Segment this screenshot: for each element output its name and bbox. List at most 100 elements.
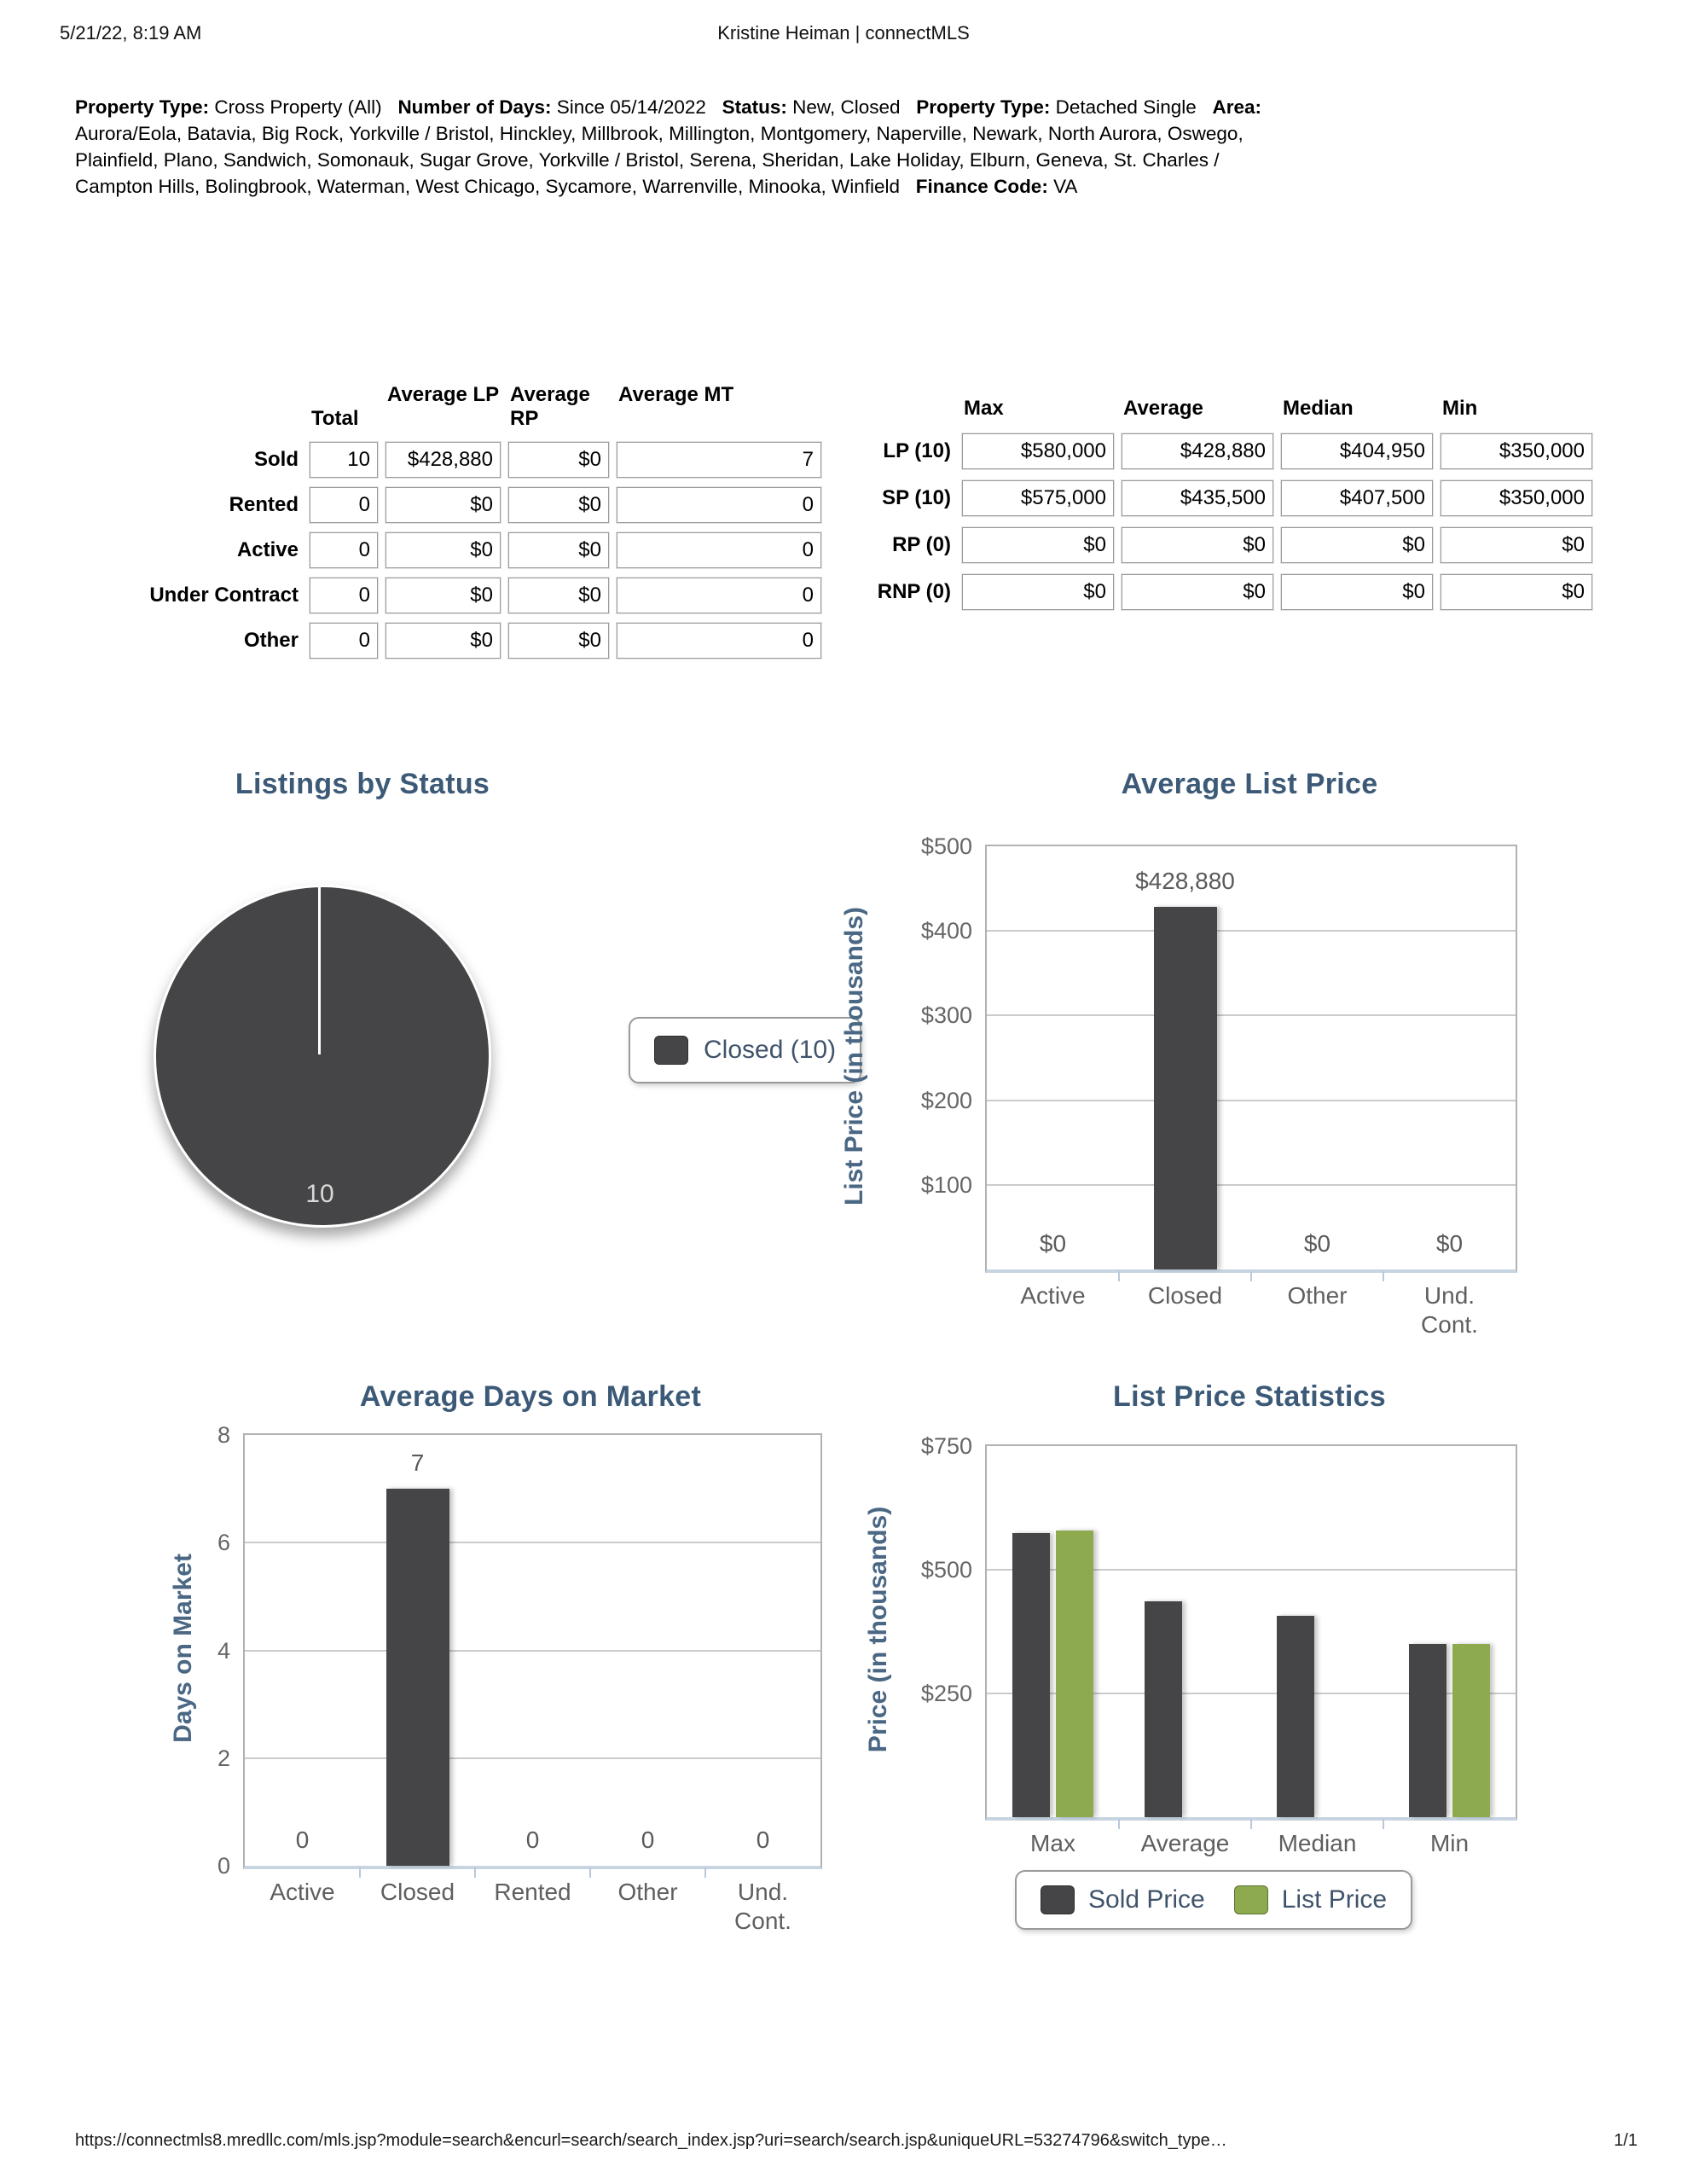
pie-slice-separator bbox=[318, 887, 321, 1054]
pie-legend: Closed (10) bbox=[629, 1017, 862, 1083]
bar-value-label: 7 bbox=[410, 1449, 425, 1477]
value-cell: $428,880 bbox=[385, 441, 501, 479]
row-label: Under Contract bbox=[149, 584, 299, 607]
value-cell: 0 bbox=[309, 531, 379, 569]
value-cell: $0 bbox=[507, 577, 610, 614]
x-tick-mark bbox=[589, 1867, 591, 1878]
value-cell: $0 bbox=[385, 531, 501, 569]
criteria-label: Property Type: bbox=[75, 96, 210, 118]
bar-value-label: $428,880 bbox=[1135, 867, 1235, 894]
search-criteria: Property Type: Cross Property (All) Numb… bbox=[75, 96, 1262, 197]
gridline bbox=[245, 1757, 820, 1759]
pie-slice-value-label: 10 bbox=[305, 1180, 334, 1208]
list-price-statistics-chart: $250 $500 $750 Max Average Median Min bbox=[921, 1433, 1517, 1856]
x-category-label: Rented bbox=[494, 1879, 571, 1905]
x-category-label: Closed bbox=[380, 1879, 455, 1905]
x-category-label: Max bbox=[1030, 1830, 1075, 1856]
bar-median-sold-price bbox=[1277, 1615, 1314, 1817]
column-header: Total bbox=[311, 407, 359, 430]
bar-value-label: 0 bbox=[295, 1827, 310, 1853]
x-tick-mark bbox=[1118, 1271, 1120, 1281]
value-cell: $0 bbox=[961, 526, 1115, 564]
legend-item-sold-price: Sold Price bbox=[1041, 1885, 1205, 1914]
row-label: Rented bbox=[229, 493, 299, 516]
x-category-label: Und. Cont. bbox=[734, 1879, 791, 1934]
table-row: RNP (0) $0 $0 $0 $0 bbox=[844, 573, 1593, 611]
value-cell: $0 bbox=[507, 622, 610, 659]
gridline bbox=[987, 1014, 1516, 1017]
x-tick-mark bbox=[1383, 1271, 1384, 1281]
bar-min-list-price bbox=[1452, 1644, 1490, 1817]
gridline bbox=[987, 1693, 1516, 1694]
x-tick-mark bbox=[1118, 1819, 1120, 1829]
value-cell: 0 bbox=[309, 486, 379, 524]
bar-value-label: 0 bbox=[525, 1827, 540, 1853]
x-category-label: Other bbox=[1287, 1282, 1348, 1309]
y-tick-label: 6 bbox=[217, 1530, 230, 1556]
gridline bbox=[987, 1099, 1516, 1101]
row-label: Sold bbox=[254, 448, 299, 471]
gridline bbox=[987, 1569, 1516, 1571]
avg-list-price-title: Average List Price bbox=[1121, 768, 1378, 800]
gridline bbox=[245, 1542, 820, 1544]
avg-days-title: Average Days on Market bbox=[359, 1380, 702, 1413]
list-price-label: List Price bbox=[1281, 1885, 1388, 1914]
x-tick-mark bbox=[474, 1867, 476, 1878]
value-cell: $580,000 bbox=[961, 433, 1115, 470]
avg-list-price-chart: $100 $200 $300 $400 $500 $0 Active $428,880 Clos… bbox=[921, 834, 1517, 1338]
y-tick-label: 0 bbox=[217, 1853, 230, 1879]
x-category-label: Active bbox=[1020, 1282, 1086, 1309]
x-tick-mark bbox=[1250, 1271, 1252, 1281]
list-price-stats-ylabel: Price (in thousands) bbox=[864, 1506, 892, 1753]
bar-value-label: $0 bbox=[1435, 1230, 1464, 1257]
y-tick-label: $750 bbox=[920, 1433, 972, 1459]
row-label: RNP (0) bbox=[877, 580, 951, 603]
x-tick-mark bbox=[704, 1867, 706, 1878]
value-cell: $0 bbox=[1121, 573, 1274, 611]
value-cell: $435,500 bbox=[1121, 479, 1274, 517]
status-summary-table: Total Average LP Average RP Average MT Sold 1… bbox=[81, 374, 829, 668]
bar-value-label: 0 bbox=[756, 1827, 770, 1853]
table-row: Other 0 $0 $0 0 bbox=[89, 622, 822, 659]
column-header: Average bbox=[1123, 397, 1203, 420]
value-cell: 0 bbox=[616, 577, 822, 614]
closed-legend-label: Closed (10) bbox=[704, 1036, 837, 1064]
y-tick-label: 4 bbox=[217, 1637, 230, 1664]
bar-max-list-price bbox=[1056, 1530, 1093, 1817]
x-category-label: Other bbox=[617, 1879, 678, 1905]
value-cell: $407,500 bbox=[1280, 479, 1434, 517]
table-row: SP (10) $575,000 $435,500 $407,500 $350,000 bbox=[844, 479, 1593, 517]
list-price-stats-legend: Sold Price List Price bbox=[1015, 1870, 1413, 1930]
x-category-label: Und. Cont. bbox=[1421, 1282, 1478, 1338]
closed-legend-swatch bbox=[654, 1036, 688, 1065]
list-price-swatch bbox=[1233, 1885, 1268, 1914]
value-cell: $350,000 bbox=[1440, 433, 1593, 470]
row-label: SP (10) bbox=[882, 486, 951, 509]
x-category-label: Active bbox=[270, 1879, 335, 1905]
x-tick-mark bbox=[1250, 1819, 1252, 1829]
value-cell: $428,880 bbox=[1121, 433, 1274, 470]
x-tick-mark bbox=[359, 1867, 361, 1878]
y-tick-label: $200 bbox=[920, 1087, 972, 1113]
avg-list-price-ylabel: List Price (in thousands) bbox=[840, 906, 868, 1206]
column-header: Average RP bbox=[510, 383, 590, 430]
pie-slice-closed bbox=[154, 885, 491, 1228]
value-cell: $0 bbox=[961, 573, 1115, 611]
header-datetime: 5/21/22, 8:19 AM bbox=[60, 22, 202, 44]
gridline bbox=[987, 930, 1516, 932]
legend-item-list-price: List Price bbox=[1233, 1885, 1388, 1914]
value-cell: $0 bbox=[1440, 526, 1593, 564]
value-cell: 0 bbox=[616, 486, 822, 524]
column-header: Median bbox=[1283, 397, 1354, 420]
avg-days-on-market-chart: 0 2 4 6 8 0 Active 7 Closed 0 Rented 0 Other 0 Und. Co… bbox=[217, 1422, 822, 1934]
criteria-label: Area: bbox=[1212, 96, 1262, 118]
price-summary-table: Max Average Median Min LP (10) $580,000 $428,8… bbox=[836, 386, 1600, 621]
avg-days-ylabel: Days on Market bbox=[169, 1554, 197, 1743]
y-tick-label: $250 bbox=[920, 1681, 972, 1706]
value-cell: $575,000 bbox=[961, 479, 1115, 517]
table-row: Rented 0 $0 $0 0 bbox=[89, 486, 822, 524]
bar-closed-list-price bbox=[1153, 906, 1217, 1269]
value-cell: $0 bbox=[507, 531, 610, 569]
list-price-stats-title: List Price Statistics bbox=[1113, 1380, 1386, 1413]
bar-value-label: $0 bbox=[1303, 1230, 1331, 1257]
